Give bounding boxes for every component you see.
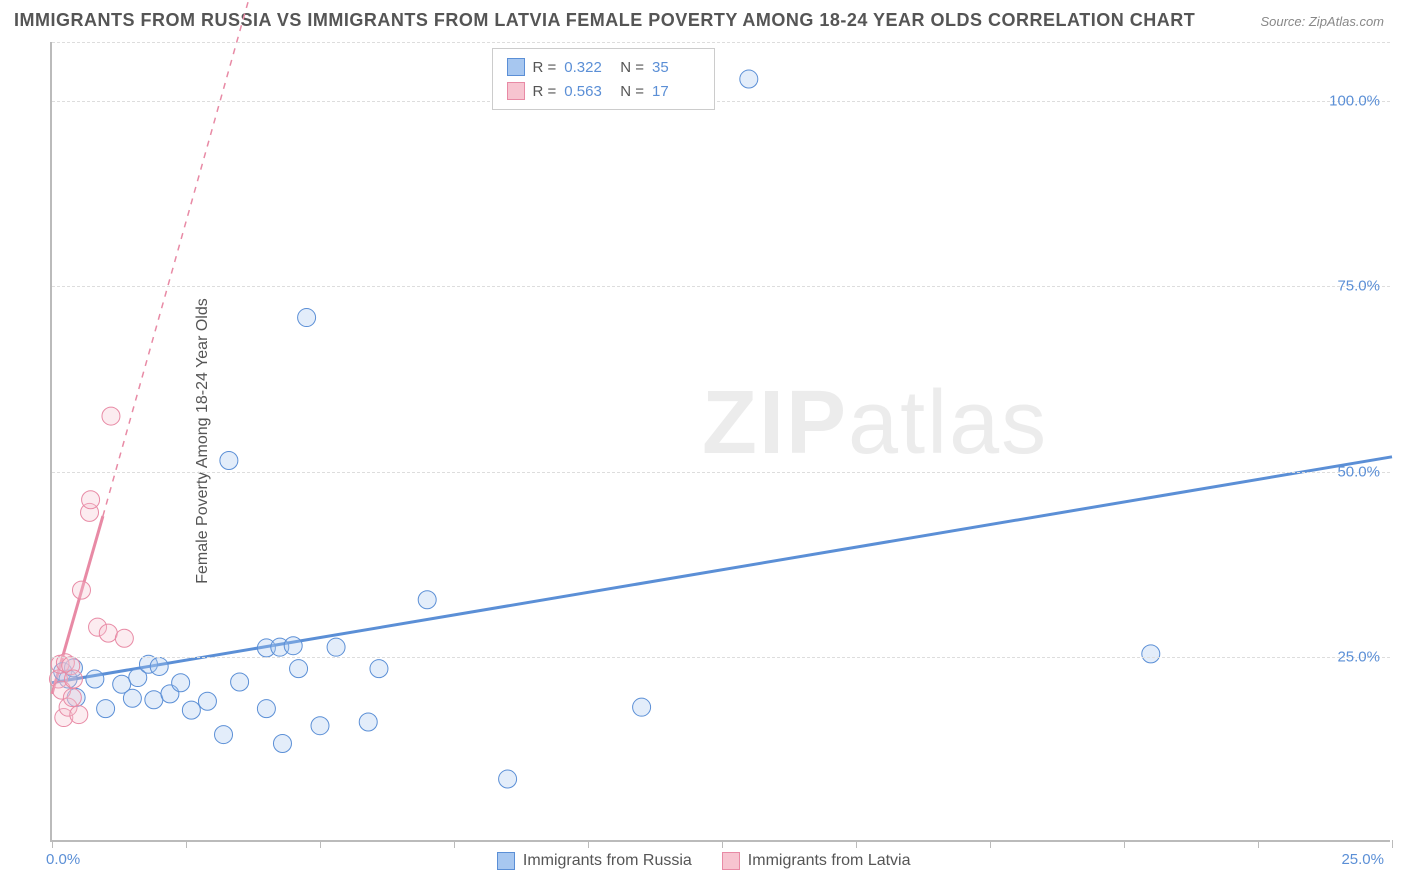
legend-r-value: 0.563 [564,83,612,100]
data-point [418,591,436,609]
y-tick-label: 25.0% [1337,648,1380,665]
legend-item: Immigrants from Latvia [722,852,911,870]
data-point [311,717,329,735]
legend-n-label: N = [620,59,644,76]
data-point [740,70,758,88]
x-tick [1124,840,1125,848]
x-tick [1258,840,1259,848]
plot-area: Female Poverty Among 18-24 Year Olds ZIP… [50,42,1390,842]
x-tick [856,840,857,848]
data-point [86,670,104,688]
trend-line [52,457,1392,683]
data-point [273,734,291,752]
y-tick-label: 100.0% [1329,93,1380,110]
y-tick-label: 75.0% [1337,278,1380,295]
data-point [64,670,82,688]
data-point [215,726,233,744]
legend-r-label: R = [533,59,557,76]
legend-item: Immigrants from Russia [497,852,692,870]
x-tick [722,840,723,848]
trend-line-dashed [103,0,293,516]
data-point [359,713,377,731]
x-tick [588,840,589,848]
legend-n-value: 17 [652,83,700,100]
x-tick-label: 25.0% [1341,851,1384,868]
legend-series: Immigrants from Russia Immigrants from La… [497,852,911,870]
data-point [72,581,90,599]
data-point [70,706,88,724]
gridline [52,286,1390,287]
data-point [220,452,238,470]
legend-n-label: N = [620,83,644,100]
x-tick [186,840,187,848]
data-point [284,637,302,655]
gridline [52,42,1390,43]
chart-title: IMMIGRANTS FROM RUSSIA VS IMMIGRANTS FRO… [14,10,1195,31]
legend-n-value: 35 [652,59,700,76]
gridline [52,101,1390,102]
gridline [52,472,1390,473]
source-label: Source: ZipAtlas.com [1260,14,1384,29]
data-point [182,701,200,719]
x-tick [454,840,455,848]
data-point [123,689,141,707]
legend-swatch [497,852,515,870]
data-point [298,309,316,327]
x-tick-label: 0.0% [46,851,80,868]
data-point [499,770,517,788]
data-point [102,407,120,425]
legend-correlation: R = 0.322 N = 35 R = 0.563 N = 17 [492,48,716,110]
data-point [63,689,81,707]
legend-row: R = 0.563 N = 17 [507,79,701,103]
y-tick-label: 50.0% [1337,463,1380,480]
data-point [82,491,100,509]
data-point [145,691,163,709]
data-point [97,700,115,718]
data-point [231,673,249,691]
data-point [150,657,168,675]
x-tick [52,840,53,848]
legend-swatch [722,852,740,870]
data-point [198,692,216,710]
x-tick [320,840,321,848]
data-point [327,638,345,656]
legend-swatch [507,58,525,76]
data-point [1142,645,1160,663]
data-point [633,698,651,716]
legend-r-value: 0.322 [564,59,612,76]
legend-label: Immigrants from Russia [523,852,692,870]
data-point [115,629,133,647]
data-point [99,624,117,642]
legend-swatch [507,82,525,100]
legend-label: Immigrants from Latvia [748,852,911,870]
data-point [370,660,388,678]
data-point [172,674,190,692]
chart-svg [52,42,1390,840]
x-tick [990,840,991,848]
data-point [257,700,275,718]
gridline [52,657,1390,658]
x-tick [1392,840,1393,848]
legend-row: R = 0.322 N = 35 [507,55,701,79]
data-point [290,660,308,678]
legend-r-label: R = [533,83,557,100]
